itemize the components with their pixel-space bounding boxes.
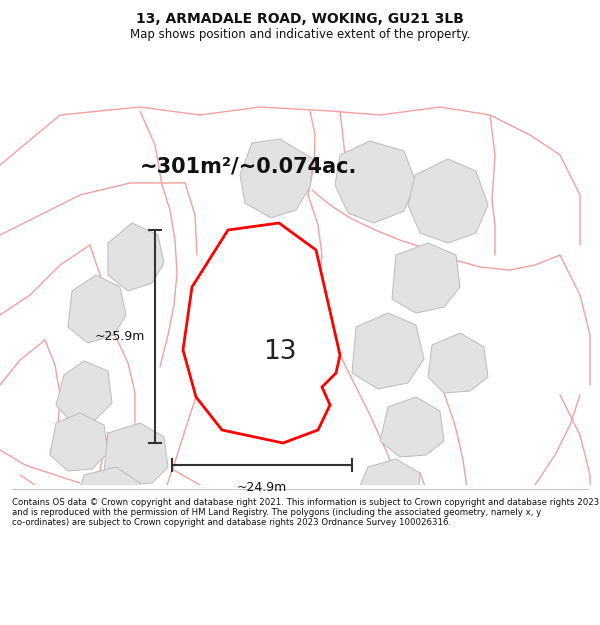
Text: ~24.9m: ~24.9m bbox=[237, 481, 287, 494]
Polygon shape bbox=[183, 223, 340, 443]
Polygon shape bbox=[356, 459, 420, 513]
Polygon shape bbox=[428, 333, 488, 393]
Polygon shape bbox=[352, 313, 424, 389]
Polygon shape bbox=[50, 413, 108, 471]
Polygon shape bbox=[76, 467, 140, 521]
Polygon shape bbox=[380, 397, 444, 457]
Polygon shape bbox=[104, 423, 168, 485]
Polygon shape bbox=[240, 139, 313, 218]
Polygon shape bbox=[335, 141, 416, 223]
Polygon shape bbox=[392, 243, 460, 313]
Text: ~301m²/~0.074ac.: ~301m²/~0.074ac. bbox=[140, 157, 358, 177]
Text: 13: 13 bbox=[263, 339, 296, 365]
Text: Map shows position and indicative extent of the property.: Map shows position and indicative extent… bbox=[130, 28, 470, 41]
Polygon shape bbox=[108, 223, 164, 291]
Polygon shape bbox=[408, 159, 488, 243]
Text: Contains OS data © Crown copyright and database right 2021. This information is : Contains OS data © Crown copyright and d… bbox=[12, 498, 599, 528]
Text: 13, ARMADALE ROAD, WOKING, GU21 3LB: 13, ARMADALE ROAD, WOKING, GU21 3LB bbox=[136, 12, 464, 26]
Polygon shape bbox=[68, 275, 126, 343]
Polygon shape bbox=[56, 361, 112, 423]
Polygon shape bbox=[216, 327, 280, 401]
Text: ~25.9m: ~25.9m bbox=[95, 330, 145, 343]
